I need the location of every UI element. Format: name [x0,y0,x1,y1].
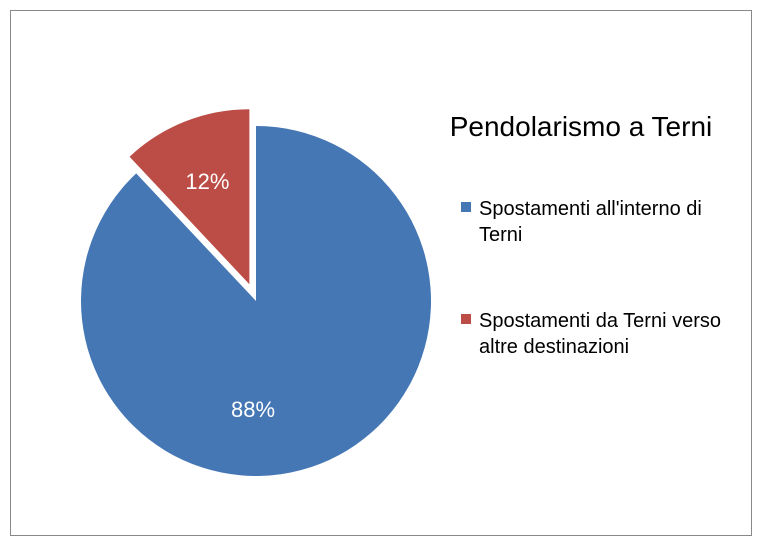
legend-item-1: Spostamenti da Terni verso altre destina… [461,308,741,360]
slice-label-1: 12% [185,169,229,195]
legend-marker-0 [461,202,471,212]
legend-marker-1 [461,314,471,324]
pie-chart: 88% 12% [41,71,441,501]
chart-title: Pendolarismo a Terni [411,111,751,143]
chart-frame: Pendolarismo a Terni 88% 12% Spostamenti… [10,10,752,536]
legend-item-0: Spostamenti all'interno di Terni [461,196,741,248]
slice-label-0: 88% [231,397,275,423]
legend-label-0: Spostamenti all'interno di Terni [479,196,741,248]
legend: Spostamenti all'interno di Terni Spostam… [461,196,741,420]
pie-slice-0 [81,126,431,476]
legend-label-1: Spostamenti da Terni verso altre destina… [479,308,741,360]
pie-svg [41,71,441,501]
